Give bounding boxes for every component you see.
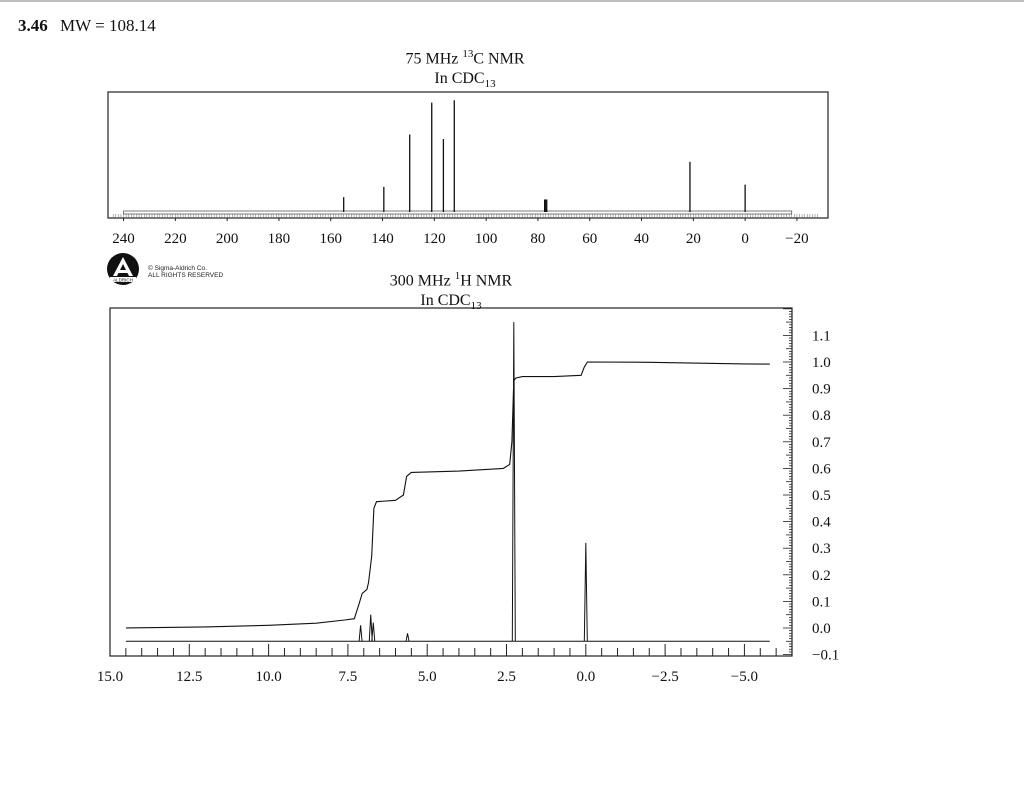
h1-peak [371, 622, 376, 642]
h1-y-tick-label: 1.0 [812, 355, 831, 371]
h1-integral-curve [125, 361, 770, 629]
h1-title-block: 300 MHz 1H NMR In CDC13 [346, 266, 556, 317]
h1-y-tick-label: 0.1 [812, 594, 831, 610]
top-rule [0, 0, 1024, 2]
h1-y-tick-label: 0.4 [812, 515, 831, 531]
c13-x-tick-label: 140 [371, 231, 394, 247]
c13-x-tick-label: 20 [686, 231, 701, 247]
h1-y-tick-label: 0.2 [812, 568, 831, 584]
molecular-weight: MW = 108.14 [60, 16, 156, 35]
c13-x-tick-label: 100 [475, 231, 498, 247]
h1-title: 300 MHz 1H NMR [389, 270, 513, 290]
copyright-notice: © Sigma-Aldrich Co. ALL RIGHTS RESERVED [148, 265, 223, 279]
c13-title: 75 MHz 13C NMR [405, 48, 525, 68]
h1-peak [405, 633, 410, 642]
h1-y-tick-label: 0.9 [812, 382, 831, 398]
h1-x-tick-label: 7.5 [339, 669, 358, 685]
h1-peak [583, 542, 588, 642]
c13-title-block: 75 MHz 13C NMR In CDC13 [360, 44, 570, 95]
h1-plot-frame [109, 307, 793, 657]
aldrich-brand-text: ALDRICH [113, 278, 133, 283]
h1-x-tick-label: 15.0 [97, 669, 123, 685]
h1-x-tick-label: 2.5 [497, 669, 516, 685]
h1-subtitle: In CDC13 [420, 292, 482, 313]
compound-number: 3.46 [18, 16, 48, 35]
c13-x-tick-label: 220 [164, 231, 187, 247]
c13-x-tick-label: 200 [216, 231, 239, 247]
h1-x-tick-label: −2.5 [652, 669, 679, 685]
c13-x-tick-label: 80 [530, 231, 545, 247]
figure-heading: 3.46 MW = 108.14 [18, 16, 156, 36]
h1-y-tick-label: −0.1 [812, 648, 839, 664]
c13-x-tick-label: 40 [634, 231, 649, 247]
c13-x-tick-label: 180 [268, 231, 291, 247]
c13-x-tick-label: 0 [741, 231, 749, 247]
c13-x-tick-label: 60 [582, 231, 597, 247]
h1-y-tick-label: 0.5 [812, 488, 831, 504]
aldrich-logo: ALDRICH [106, 252, 142, 291]
aldrich-logo-icon: ALDRICH [107, 253, 139, 285]
c13-baseline [123, 210, 793, 215]
h1-y-tick-label: 0.3 [812, 541, 831, 557]
h1-nmr-chart: 15.0 12.5 10.0 7.5 5.0 2.5 0.0 −2.5 −5.0 −0.1 0.0 0… [97, 307, 839, 685]
h1-y-tick-label: 0.6 [812, 461, 831, 477]
h1-y-tick-label: 0.0 [812, 621, 831, 637]
c13-x-tick-label: −20 [785, 231, 808, 247]
h1-x-tick-label: 0.0 [576, 669, 595, 685]
h1-y-tick-label: 0.8 [812, 408, 831, 424]
h1-peak [511, 322, 516, 642]
h1-x-tick-label: 10.0 [255, 669, 281, 685]
c13-x-tick-label: 120 [423, 231, 446, 247]
copyright-line-2: ALL RIGHTS RESERVED [148, 272, 224, 279]
h1-x-tick-label: 5.0 [418, 669, 437, 685]
h1-x-tick-label: 12.5 [176, 669, 202, 685]
c13-plot-frame [107, 91, 829, 219]
c13-nmr-chart: 240 220 200 180 160 140 120 100 80 60 40 20 0 −20 [107, 91, 829, 247]
c13-x-tick-label: 240 [112, 231, 135, 247]
h1-y-tick-label: 1.1 [812, 328, 831, 344]
h1-y-tick-label: 0.7 [812, 435, 831, 451]
h1-peak [358, 625, 363, 642]
copyright-line-1: © Sigma-Aldrich Co. [148, 265, 207, 272]
h1-peak [368, 614, 373, 642]
c13-subtitle: In CDC13 [434, 70, 496, 91]
c13-x-tick-label: 160 [319, 231, 342, 247]
h1-x-tick-label: −5.0 [731, 669, 758, 685]
